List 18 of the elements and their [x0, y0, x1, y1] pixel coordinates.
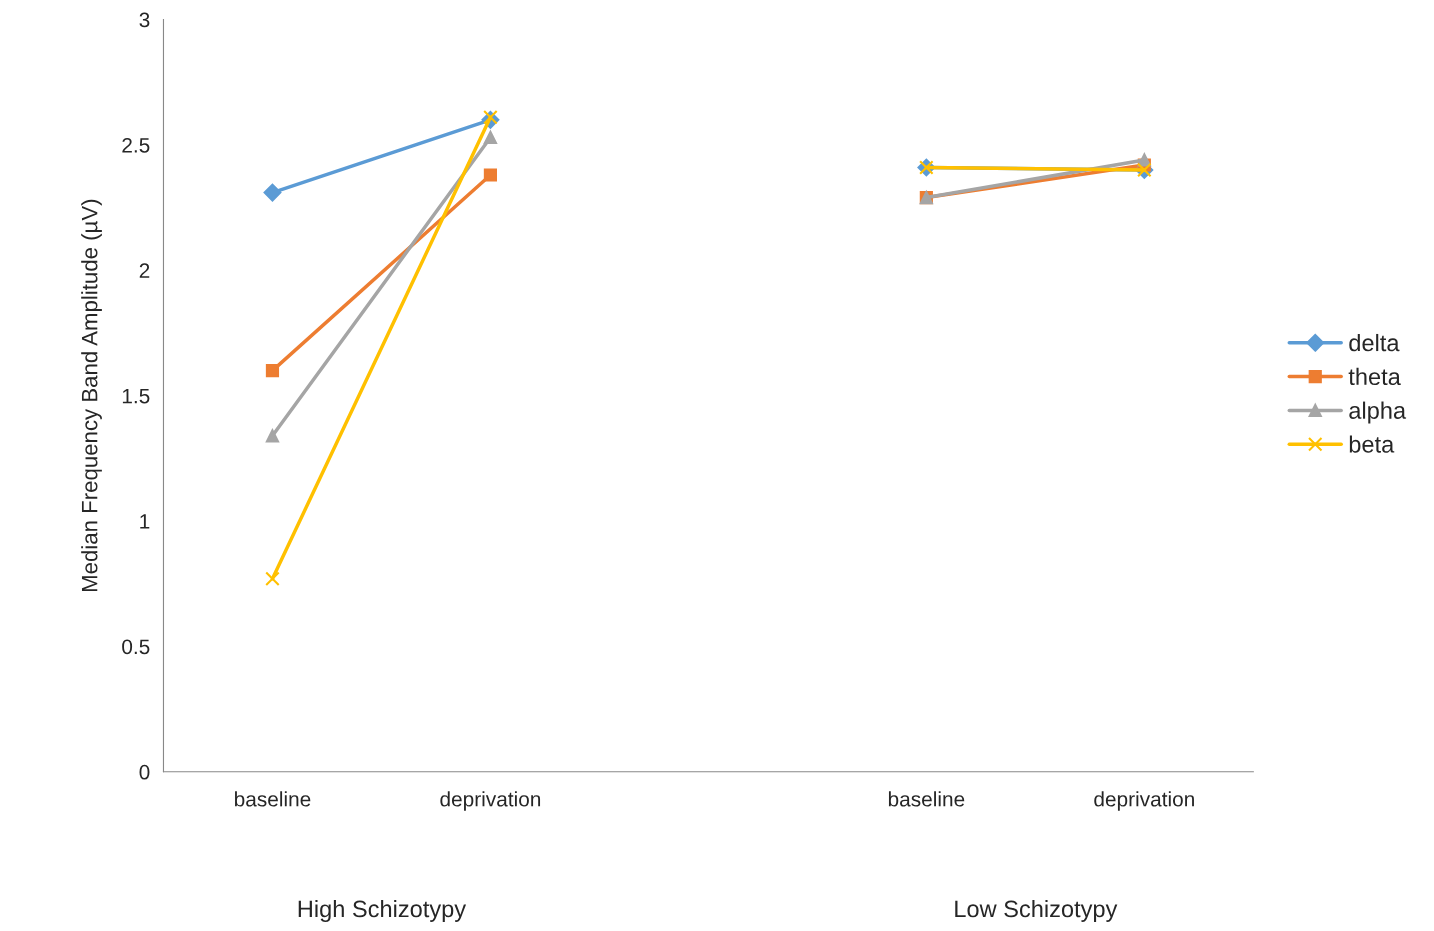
y-tick-label: 2.5 — [122, 137, 150, 153]
x-tick-label: baseline — [235, 791, 311, 807]
y-tick-label: 1.5 — [122, 388, 150, 404]
legend-label: alpha — [1349, 401, 1407, 424]
legend-label: beta — [1349, 435, 1395, 453]
legend-label: theta — [1348, 367, 1401, 386]
text: Low Schizotypy — [955, 899, 1118, 922]
y-tick-label: 3 — [139, 12, 150, 28]
legend-label: delta — [1349, 333, 1400, 352]
y-tick-label: 0.5 — [122, 639, 150, 655]
x-tick-label: baseline — [888, 791, 965, 807]
y-tick-label: 2 — [139, 263, 150, 278]
x-tick-label: deprivation — [1094, 791, 1194, 811]
y-tick-label: 0 — [139, 764, 150, 780]
text: High Schizotypy — [298, 899, 467, 922]
y-tick-label: 1 — [140, 514, 150, 529]
x-tick-label: deprivation — [440, 791, 541, 811]
y-axis-title: Median Frequency Band Amplitude (µV) — [81, 199, 102, 592]
